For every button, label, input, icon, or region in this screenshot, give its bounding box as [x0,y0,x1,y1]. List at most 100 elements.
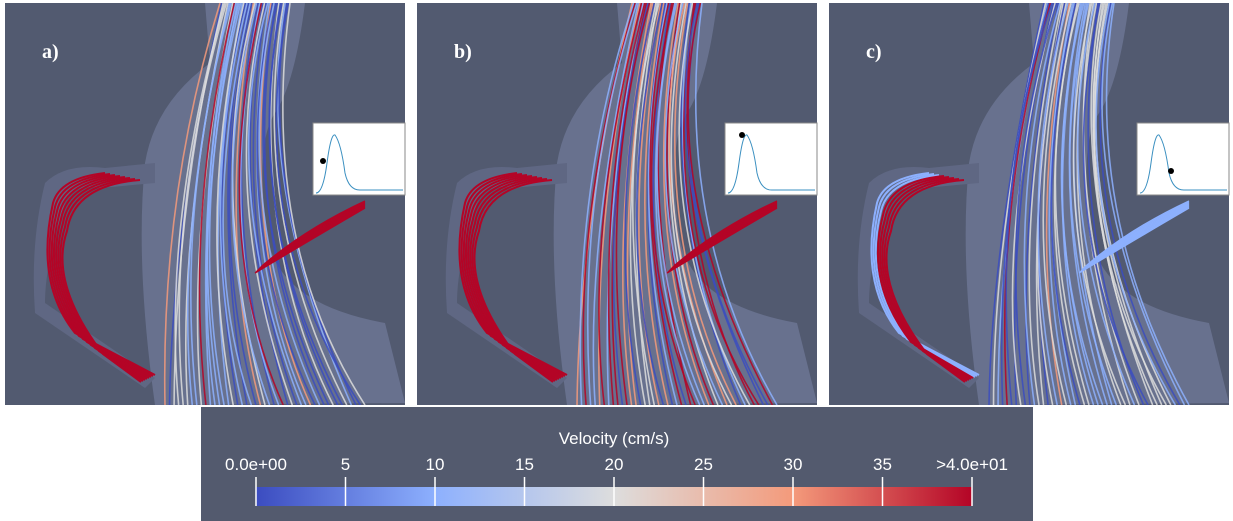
branch-streamline [885,179,966,383]
vessel [33,3,405,405]
side-branch [1085,200,1190,267]
branch-wall [445,163,567,388]
vessel [445,3,817,405]
streamline [262,3,330,405]
branch-streamline [48,173,154,377]
streamline [1082,3,1149,405]
inset-background [1136,122,1230,196]
branch-wall [33,163,155,388]
streamline [190,3,232,405]
streamline [282,3,366,405]
colorbar: Velocity (cm/s) 0.0e+00 5 10 15 20 25 30 35 >4.0… [201,407,1033,521]
branch-streamline [465,175,562,379]
inset-background [724,122,818,196]
streamline [635,3,665,405]
branch-streamline [46,172,156,376]
streamline [247,3,303,405]
branch-streamline [61,179,142,383]
branch-streamline [458,172,568,376]
colorbar-tick-label: 30 [784,455,803,474]
panel-label: b) [454,41,472,63]
streamline [988,3,1045,405]
streamline [228,3,257,405]
streamline [1101,3,1186,405]
branch-streamline [57,177,146,381]
inset-background [312,122,406,196]
streamline [258,3,321,405]
branch-streamline [872,173,978,377]
streamline [163,3,221,405]
streamline [273,3,348,405]
inset-plot [312,122,406,196]
branch-streamline [460,173,566,377]
streamline [1015,3,1058,405]
streamline [650,3,696,405]
branch-streamline [59,178,144,382]
branch-streamline [883,178,968,382]
panel-label: a) [42,41,59,63]
streamline [649,3,683,405]
streamline [206,3,240,405]
panel: a) [5,3,406,405]
streamline [1011,3,1056,405]
colorbar-tick-label: 35 [873,455,892,474]
streamline [245,3,294,405]
streamline [579,3,635,405]
streamline [1076,3,1122,405]
colorbar-ticks: 0.0e+00 5 10 15 20 25 30 35 >4.0e+01 [225,455,1008,506]
streamline [612,3,649,405]
branch-streamline [53,175,150,379]
branch-streamline [471,178,556,382]
streamline [235,3,262,405]
colorbar-tick-label: 10 [426,455,445,474]
side-branch [261,200,366,267]
streamline [615,3,651,405]
streamline [1060,3,1104,405]
branch-streamline [874,174,976,378]
streamline [1003,3,1052,405]
streamline [1050,3,1081,405]
colorbar-tick-label: 0.0e+00 [225,455,287,474]
streamline [1025,3,1060,405]
side-branch [673,200,778,267]
inset-marker [320,158,326,164]
streamline [1083,3,1140,405]
colorbar-tick-label: 15 [515,455,534,474]
streamline [631,3,660,405]
inset-curve [315,134,403,194]
streamline [1069,3,1118,405]
streamline [681,3,746,405]
inset-curve [1139,134,1227,194]
streamline [1072,3,1127,405]
streamline [1105,3,1190,405]
streamline [208,3,242,405]
colorbar-tick-label: 5 [341,455,350,474]
branch-streamline [879,176,972,380]
streamline [684,3,765,405]
panel: b) [417,3,818,405]
streamline [256,3,307,405]
streamline [586,3,638,405]
streamline [664,3,724,405]
streamline [1045,3,1071,405]
colorbar-title: Velocity (cm/s) [559,429,670,448]
inset-marker [1168,168,1174,174]
streamline [222,3,253,405]
branch-streamline [467,176,560,380]
branch-streamline [469,177,558,381]
streamline [656,3,706,405]
streamline [674,3,737,405]
streamline [1099,3,1181,405]
branch-streamline [870,172,980,376]
branch-streamline [50,174,152,378]
streamline [268,3,343,405]
panel: c) [829,3,1230,405]
streamline [1005,3,1053,405]
streamline [219,3,248,405]
branch-streamline [473,179,554,383]
streamline [252,3,298,405]
branch-wall [857,163,979,388]
streamline [1042,3,1072,405]
streamline [598,3,643,405]
